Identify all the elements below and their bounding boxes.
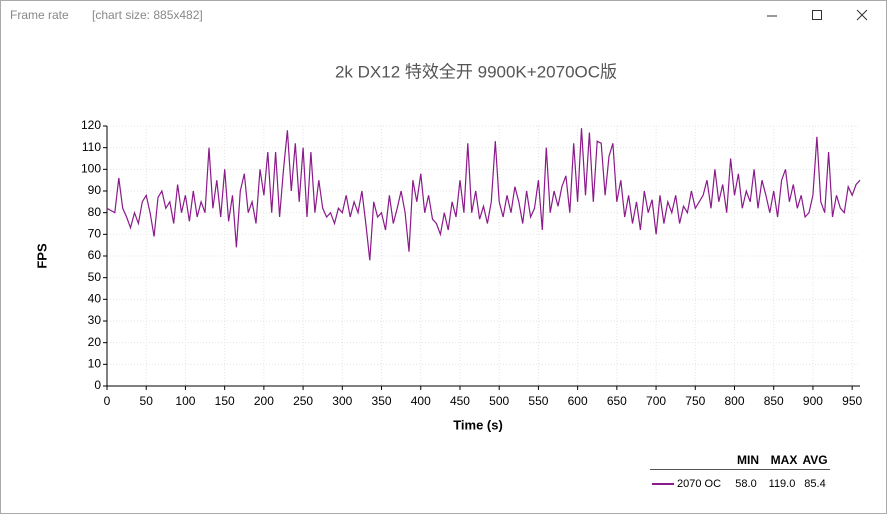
series-line (106, 128, 861, 261)
x-tick-label: 300 (332, 394, 352, 408)
x-tick-label: 650 (607, 394, 627, 408)
x-tick-label: 50 (140, 394, 154, 408)
y-tick-label: 50 (88, 270, 102, 284)
legend-header: MAX (771, 453, 798, 467)
y-tick-label: 100 (81, 162, 101, 176)
legend-header: MIN (737, 453, 759, 467)
x-tick-label: 0 (104, 394, 111, 408)
legend-stat: 58.0 (735, 478, 756, 490)
x-tick-label: 150 (215, 394, 235, 408)
window-subtitle: [chart size: 885x482] (92, 8, 203, 22)
y-tick-label: 80 (88, 205, 102, 219)
x-tick-label: 600 (568, 394, 588, 408)
x-tick-label: 900 (803, 394, 823, 408)
x-tick-label: 400 (411, 394, 431, 408)
x-tick-label: 750 (685, 394, 705, 408)
y-tick-label: 20 (88, 335, 102, 349)
legend-stat: 85.4 (804, 478, 825, 490)
x-tick-label: 850 (764, 394, 784, 408)
window-title: Frame rate (10, 8, 69, 22)
legend-header: AVG (802, 453, 827, 467)
x-tick-label: 550 (528, 394, 548, 408)
y-tick-label: 90 (88, 183, 102, 197)
x-tick-label: 100 (175, 394, 195, 408)
y-tick-label: 60 (88, 248, 102, 262)
x-tick-label: 200 (254, 394, 274, 408)
y-tick-label: 30 (88, 313, 102, 327)
legend-stat: 119.0 (769, 478, 796, 490)
legend-label: 2070 OC (677, 478, 721, 490)
y-tick-label: 10 (88, 357, 102, 371)
x-tick-label: 250 (293, 394, 313, 408)
x-axis-label: Time (s) (453, 417, 503, 432)
chart-title: 2k DX12 特效全开 9900K+2070OC版 (335, 62, 617, 81)
y-tick-label: 120 (81, 118, 101, 132)
maximize-button[interactable] (812, 10, 822, 20)
x-tick-label: 700 (646, 394, 666, 408)
x-tick-label: 450 (450, 394, 470, 408)
x-tick-label: 500 (489, 394, 509, 408)
y-tick-label: 70 (88, 227, 102, 241)
close-button[interactable] (856, 9, 868, 21)
x-tick-label: 950 (842, 394, 862, 408)
x-tick-label: 800 (724, 394, 744, 408)
y-tick-label: 0 (94, 378, 101, 392)
y-tick-label: 40 (88, 292, 102, 306)
x-tick-label: 350 (372, 394, 392, 408)
y-tick-label: 110 (82, 140, 101, 154)
y-axis-label: FPS (34, 243, 49, 269)
